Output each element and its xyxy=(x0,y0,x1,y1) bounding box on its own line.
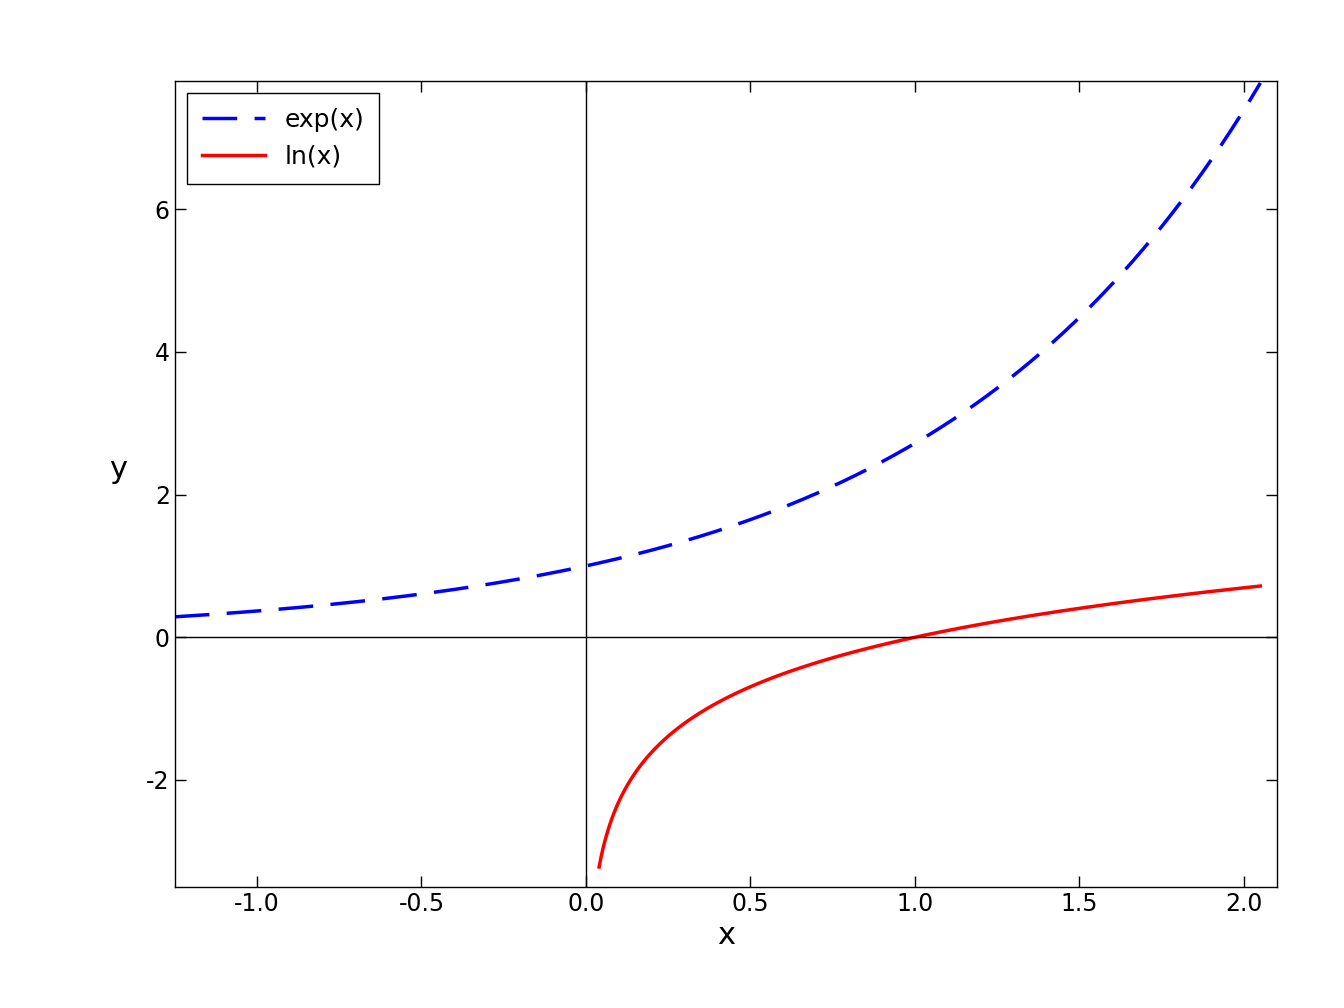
Line: ln(x): ln(x) xyxy=(599,586,1261,867)
ln(x) xyxy=(882,637,898,649)
ln(x) xyxy=(591,861,607,873)
exp(x) xyxy=(645,543,661,555)
ln(x) xyxy=(1046,606,1062,618)
Line: exp(x): exp(x) xyxy=(175,83,1261,617)
X-axis label: x: x xyxy=(716,921,735,951)
exp(x) xyxy=(1253,77,1269,89)
Legend: exp(x), ln(x): exp(x), ln(x) xyxy=(187,93,379,183)
ln(x) xyxy=(1118,596,1134,608)
exp(x) xyxy=(1013,363,1030,375)
exp(x) xyxy=(606,553,622,565)
exp(x) xyxy=(167,611,183,623)
ln(x) xyxy=(859,642,875,654)
ln(x) xyxy=(1106,598,1122,610)
exp(x) xyxy=(913,434,929,447)
ln(x) xyxy=(659,732,675,744)
exp(x) xyxy=(1032,347,1048,359)
Y-axis label: y: y xyxy=(110,455,128,484)
exp(x) xyxy=(277,603,293,615)
ln(x) xyxy=(1253,580,1269,592)
